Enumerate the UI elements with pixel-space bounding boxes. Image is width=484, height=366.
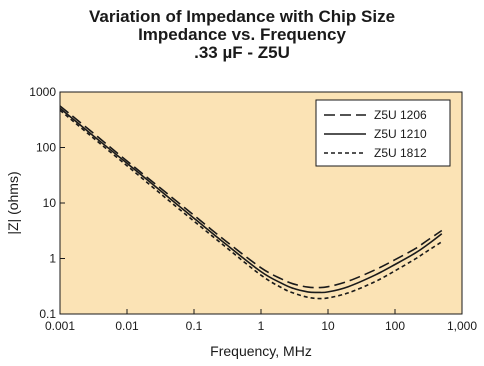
chart-title: Variation of Impedance with Chip Size Im… bbox=[0, 8, 484, 62]
legend-label-3: Z5U 1812 bbox=[374, 146, 427, 160]
chart-title-line-2: Impedance vs. Frequency bbox=[138, 25, 346, 44]
series-line-3 bbox=[59, 109, 443, 300]
y-tick-label: 0.1 bbox=[39, 307, 56, 321]
series-line-1 bbox=[59, 105, 443, 289]
legend-label-1: Z5U 1206 bbox=[374, 108, 427, 122]
x-tick-label: 10 bbox=[321, 319, 335, 333]
series-line-2 bbox=[59, 107, 443, 294]
y-tick-label: 10 bbox=[43, 196, 57, 210]
x-tick-label: 100 bbox=[385, 319, 405, 333]
y-tick-label: 100 bbox=[36, 141, 56, 155]
series-layer bbox=[59, 105, 443, 300]
legend-label-2: Z5U 1210 bbox=[374, 127, 427, 141]
x-tick-label: 1 bbox=[258, 319, 265, 333]
chart-title-line-1: Variation of Impedance with Chip Size bbox=[88, 7, 396, 26]
y-axis: 0.1 1 10 100 1000 bbox=[29, 85, 65, 321]
y-tick-label: 1 bbox=[49, 252, 56, 266]
x-tick-label: 1,000 bbox=[447, 319, 477, 333]
x-tick-label: 0.01 bbox=[115, 319, 139, 333]
x-tick-label: 0.001 bbox=[45, 319, 75, 333]
x-tick-label: 0.1 bbox=[186, 319, 203, 333]
y-axis-label: |Z| (ohms) bbox=[5, 171, 21, 234]
x-axis-label: Frequency, MHz bbox=[210, 343, 312, 359]
chart-title-line-3: .33 µF - Z5U bbox=[194, 43, 290, 62]
legend: Z5U 1206 Z5U 1210 Z5U 1812 bbox=[315, 99, 451, 167]
y-tick-label: 1000 bbox=[29, 85, 56, 99]
x-axis: 0.001 0.01 0.1 1 10 100 1,000 bbox=[45, 309, 477, 333]
legend-box bbox=[315, 99, 451, 167]
